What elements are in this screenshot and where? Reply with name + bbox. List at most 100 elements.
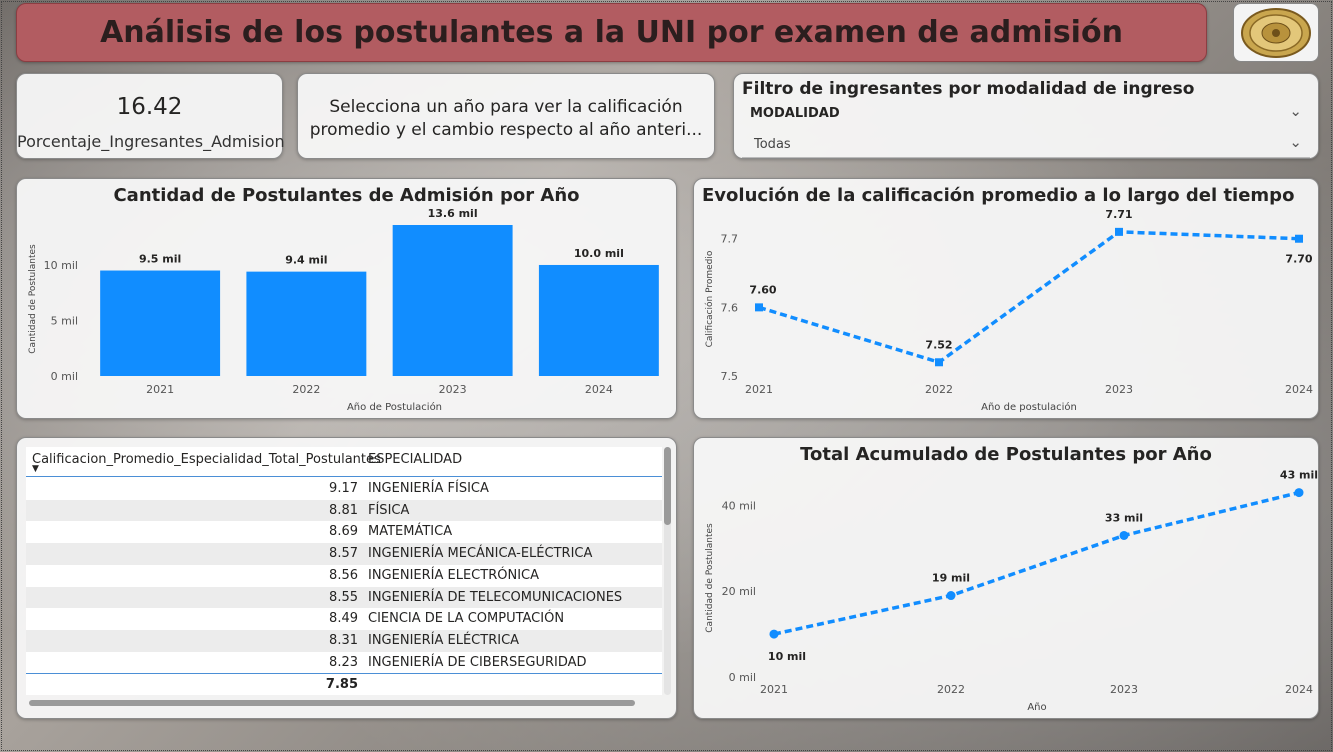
cell-calificacion: 8.56 [329,567,358,583]
x-tick-label: 2021 [146,383,174,396]
report-title-bar: Análisis de los postulantes a la UNI por… [16,3,1207,62]
data-label: 43 mil [1280,469,1318,482]
chart-title: Evolución de la calificación promedio a … [702,185,1295,206]
modalidad-selected: Todas [754,137,791,152]
info-text-line2: promedio y el cambio respecto al año ant… [309,120,703,140]
sort-desc-icon[interactable]: ▼ [32,464,39,474]
cell-calificacion: 8.49 [329,611,358,627]
cell-especialidad: MATEMÁTICA [368,524,453,540]
cell-especialidad: CIENCIA DE LA COMPUTACIÓN [368,611,565,627]
cumulative-line-chart: 0 mil 20 mil 40 mil 10 mil 2021 19 mil 2022 33 … [705,469,1318,713]
table-row[interactable]: 8.49 CIENCIA DE LA COMPUTACIÓN [26,608,662,630]
bar [392,225,513,376]
line-chart: 7.5 7.6 7.7 7.60 2021 7.52 2022 7.71 2023 7.70 202… [704,208,1313,413]
data-label: 7.71 [1105,208,1132,221]
x-axis-title: Año de postulación [981,401,1077,413]
bar-chart: 0 mil 5 mil 10 mil 9.5 mil 2021 9.4 mil 2022 13… [28,207,659,413]
table-row[interactable]: 8.69 MATEMÁTICA [26,521,662,543]
y-tick-label: 7.6 [721,301,739,314]
cell-calificacion: 8.69 [329,524,358,540]
y-tick-label: 7.5 [721,370,739,383]
data-label: 9.5 mil [139,253,181,266]
x-tick-label: 2023 [1105,383,1133,396]
horizontal-scrollbar[interactable] [29,700,635,706]
cell-especialidad: INGENIERÍA DE CIBERSEGURIDAD [368,654,587,670]
x-tick-label: 2023 [1110,683,1138,696]
column-header-especialidad[interactable]: ESPECIALIDAD [368,452,463,467]
data-point [946,591,956,601]
scrollbar-thumb[interactable] [664,447,671,525]
data-point [1295,234,1303,243]
x-tick-label: 2024 [1285,383,1313,396]
vertical-scrollbar[interactable] [664,447,671,695]
table-row[interactable]: 8.81 FÍSICA [26,499,662,522]
table-total-row: 7.85 [26,673,662,695]
data-label: 10 mil [768,650,806,663]
modalidad-dropdown[interactable]: Todas ⌄ [742,132,1310,158]
chevron-down-icon[interactable]: ⌄ [1289,102,1302,120]
data-label: 10.0 mil [574,247,624,260]
data-point [1294,488,1304,498]
y-axis-title: Calificación Promedio [704,250,715,347]
data-label: 7.70 [1285,253,1312,266]
data-point [769,629,779,639]
x-tick-label: 2024 [1285,683,1313,696]
y-tick-label: 20 mil [722,585,756,598]
cell-calificacion: 8.81 [329,502,358,518]
line-chart-card[interactable]: Evolución de la calificación promedio a … [693,178,1319,419]
kpi-card: 16.42 Porcentaje_Ingresantes_Admision [16,73,285,159]
cell-especialidad: INGENIERÍA MECÁNICA-ELÉCTRICA [368,546,593,562]
cell-calificacion: 8.55 [329,589,358,605]
bar [246,271,367,376]
data-label: 19 mil [932,572,970,585]
x-tick-label: 2022 [937,683,965,696]
cell-calificacion: 8.23 [329,654,358,670]
series-line [758,230,1300,365]
cell-especialidad: INGENIERÍA DE TELECOMUNICACIONES [368,589,623,605]
uni-logo [1233,3,1319,62]
table-row[interactable]: 8.56 INGENIERÍA ELECTRÓNICA [26,565,662,587]
data-label: 7.52 [925,338,952,351]
cell-calificacion: 8.57 [329,546,358,562]
bar [538,264,659,376]
table-row[interactable]: 9.17 INGENIERÍA FÍSICA [26,478,662,500]
table-row[interactable]: 8.31 INGENIERÍA ELÉCTRICA [26,629,662,652]
data-point [1119,530,1129,540]
info-text-line1: Selecciona un año para ver la calificaci… [329,97,683,117]
bar [100,270,221,376]
cell-especialidad: FÍSICA [368,502,410,518]
data-point [755,303,763,312]
x-tick-label: 2023 [439,383,467,396]
table-header: Calificacion_Promedio_Especialidad_Total… [26,447,662,477]
specialty-table[interactable]: Calificacion_Promedio_Especialidad_Total… [26,447,662,695]
table-card[interactable]: Calificacion_Promedio_Especialidad_Total… [16,437,677,719]
modalidad-slicer: Filtro de ingresantes por modalidad de i… [733,73,1319,159]
report-title: Análisis de los postulantes a la UNI por… [100,15,1123,50]
y-tick-label: 5 mil [51,314,78,327]
x-tick-label: 2022 [292,383,320,396]
cell-calificacion: 9.17 [329,481,358,496]
slicer-field-label: MODALIDAD [750,106,840,121]
series-line [773,490,1300,636]
kpi-label: Porcentaje_Ingresantes_Admision [17,132,285,151]
cumulative-chart-card[interactable]: Total Acumulado de Postulantes por Año 0… [693,437,1319,719]
x-tick-label: 2021 [760,683,788,696]
table-total-value: 7.85 [325,677,358,692]
info-card: Selecciona un año para ver la calificaci… [297,73,715,159]
x-tick-label: 2024 [585,383,613,396]
bar-chart-card[interactable]: Cantidad de Postulantes de Admisión por … [16,178,677,419]
chevron-down-icon[interactable]: ⌄ [1289,133,1302,151]
y-tick-label: 7.7 [721,233,739,246]
x-tick-label: 2021 [745,383,773,396]
column-header-calificacion[interactable]: Calificacion_Promedio_Especialidad_Total… [32,452,381,467]
table-row[interactable]: 8.23 INGENIERÍA DE CIBERSEGURIDAD [26,652,662,674]
table-row[interactable]: 8.57 INGENIERÍA MECÁNICA-ELÉCTRICA [26,543,662,565]
data-label: 33 mil [1105,511,1143,524]
cell-especialidad: INGENIERÍA ELECTRÓNICA [368,567,539,583]
table-row[interactable]: 8.55 INGENIERÍA DE TELECOMUNICACIONES [26,586,662,609]
data-label: 9.4 mil [285,254,327,267]
data-point [935,358,943,367]
data-point [1115,227,1123,236]
y-tick-label: 40 mil [722,499,756,512]
y-axis-title: Cantidad de Postulantes [28,244,38,354]
